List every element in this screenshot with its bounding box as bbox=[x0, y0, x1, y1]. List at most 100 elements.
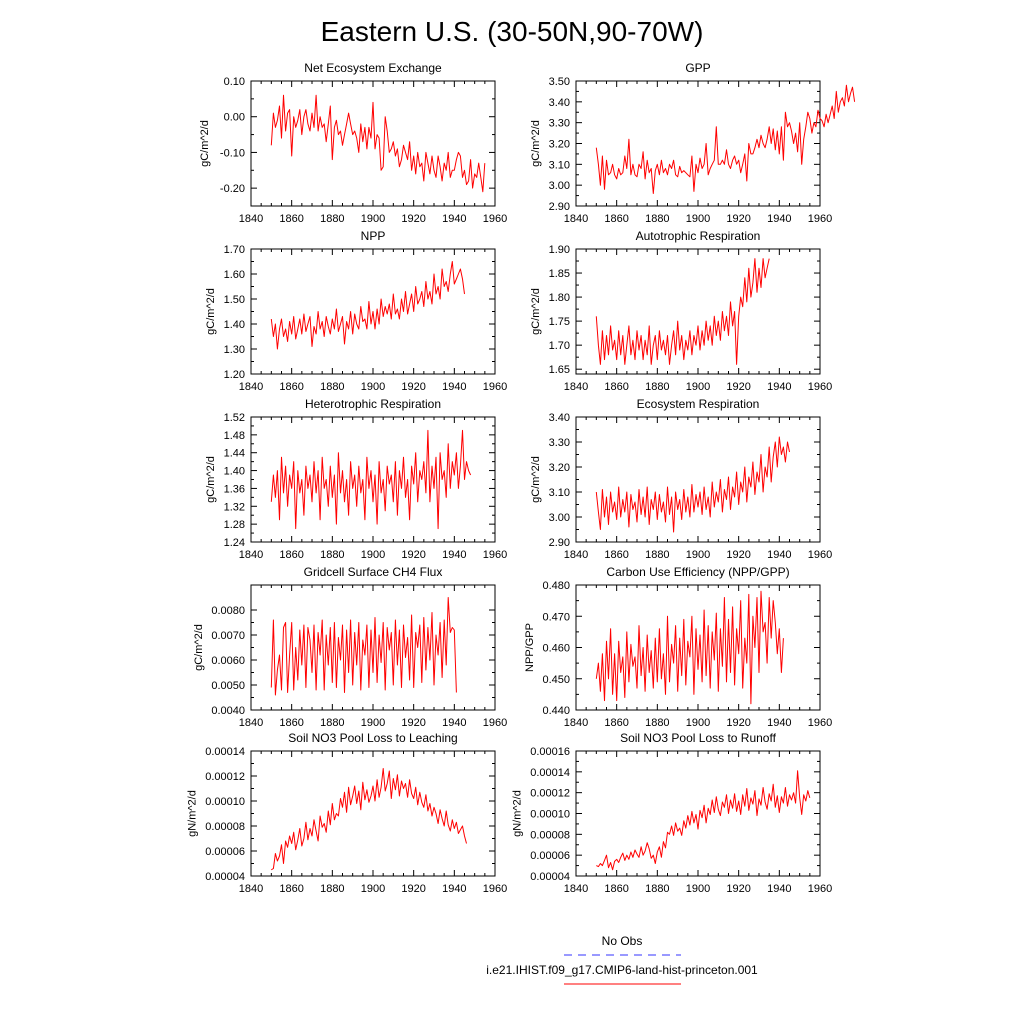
chart-panel: Soil NO3 Pool Loss to Leaching 1840 1860 18… bbox=[187, 731, 508, 895]
y-tick-label: 1.44 bbox=[224, 448, 245, 460]
plot-frame bbox=[575, 248, 821, 375]
chart-title: GPP bbox=[685, 61, 710, 75]
y-tick-label: 1.32 bbox=[224, 501, 245, 513]
y-tick-label: 3.40 bbox=[549, 412, 570, 424]
y-tick-label: 0.00004 bbox=[205, 871, 245, 883]
y-tick-label: 1.36 bbox=[224, 483, 245, 495]
x-tick-label: 1960 bbox=[483, 213, 507, 225]
plot-frame bbox=[575, 416, 821, 543]
x-tick-label: 1880 bbox=[645, 717, 669, 729]
x-tick-label: 1840 bbox=[239, 213, 263, 225]
x-tick-label: 1880 bbox=[320, 549, 344, 561]
series-line bbox=[596, 770, 811, 871]
x-tick-label: 1900 bbox=[361, 717, 385, 729]
y-tick-label: 3.10 bbox=[549, 487, 570, 499]
x-tick-label: 1960 bbox=[483, 549, 507, 561]
chart-title: Heterotrophic Respiration bbox=[305, 397, 441, 411]
y-tick-label: 1.40 bbox=[224, 319, 245, 331]
x-tick-label: 1880 bbox=[645, 883, 669, 895]
chart-panel: Ecosystem Respiration 1840 1860 1880 1900 192… bbox=[530, 397, 832, 561]
chart-title: Soil NO3 Pool Loss to Runoff bbox=[620, 731, 777, 745]
y-tick-label: 0.00004 bbox=[530, 871, 570, 883]
chart-panel: Gridcell Surface CH4 Flux 1840 1860 1880 190… bbox=[193, 565, 507, 729]
y-tick-label: -0.20 bbox=[220, 183, 245, 195]
x-tick-label: 1940 bbox=[767, 381, 791, 393]
x-tick-label: 1960 bbox=[808, 717, 832, 729]
y-tick-label: 0.00012 bbox=[205, 771, 245, 783]
y-tick-label: 1.52 bbox=[224, 412, 245, 424]
x-tick-label: 1920 bbox=[726, 381, 750, 393]
x-tick-label: 1940 bbox=[767, 549, 791, 561]
x-tick-label: 1940 bbox=[767, 883, 791, 895]
chart-title: NPP bbox=[361, 229, 386, 243]
y-tick-label: 0.00010 bbox=[530, 809, 570, 821]
chart-title: Ecosystem Respiration bbox=[637, 397, 760, 411]
x-tick-label: 1840 bbox=[239, 549, 263, 561]
x-tick-label: 1940 bbox=[767, 717, 791, 729]
chart-panel: Carbon Use Efficiency (NPP/GPP) 1840 1860 1… bbox=[524, 565, 832, 729]
chart-title: Carbon Use Efficiency (NPP/GPP) bbox=[606, 565, 789, 579]
x-tick-label: 1900 bbox=[361, 213, 385, 225]
y-axis-label: gC/m^2/d bbox=[530, 456, 542, 503]
y-tick-label: 3.50 bbox=[549, 76, 570, 88]
y-tick-label: 0.0070 bbox=[211, 630, 245, 642]
x-tick-label: 1880 bbox=[320, 213, 344, 225]
x-tick-label: 1920 bbox=[726, 717, 750, 729]
x-tick-label: 1860 bbox=[279, 717, 303, 729]
chart-panel: Heterotrophic Respiration 1840 1860 1880 190… bbox=[205, 397, 507, 561]
series-line bbox=[270, 94, 486, 193]
plot-frame bbox=[250, 750, 496, 877]
x-tick-label: 1920 bbox=[401, 213, 425, 225]
x-tick-label: 1860 bbox=[604, 883, 628, 895]
x-tick-label: 1840 bbox=[564, 213, 588, 225]
x-tick-label: 1840 bbox=[239, 883, 263, 895]
y-tick-label: 0.10 bbox=[224, 76, 245, 88]
x-tick-label: 1940 bbox=[442, 717, 466, 729]
y-axis-label: gC/m^2/d bbox=[530, 120, 542, 167]
x-tick-label: 1900 bbox=[686, 883, 710, 895]
chart-title: Autotrophic Respiration bbox=[636, 229, 761, 243]
x-tick-label: 1960 bbox=[808, 549, 832, 561]
y-tick-label: 0.470 bbox=[542, 611, 570, 623]
series-line bbox=[595, 436, 790, 533]
x-tick-label: 1960 bbox=[808, 883, 832, 895]
x-tick-label: 1900 bbox=[686, 213, 710, 225]
y-tick-label: 0.00006 bbox=[530, 850, 570, 862]
series-line bbox=[270, 597, 457, 696]
x-tick-label: 1960 bbox=[808, 213, 832, 225]
chart-panel: Soil NO3 Pool Loss to Runoff 1840 1860 1880… bbox=[512, 731, 833, 895]
y-tick-label: 3.00 bbox=[549, 180, 570, 192]
y-tick-label: 1.70 bbox=[224, 244, 245, 256]
x-tick-label: 1960 bbox=[483, 717, 507, 729]
x-tick-label: 1940 bbox=[767, 213, 791, 225]
x-tick-label: 1900 bbox=[361, 549, 385, 561]
x-tick-label: 1940 bbox=[442, 381, 466, 393]
y-tick-label: 1.85 bbox=[549, 268, 570, 280]
series-line bbox=[595, 84, 856, 194]
y-tick-label: 1.28 bbox=[224, 519, 245, 531]
y-tick-label: 0.0060 bbox=[211, 655, 245, 667]
legend-label-no-obs: No Obs bbox=[602, 934, 643, 948]
x-tick-label: 1960 bbox=[808, 381, 832, 393]
y-tick-label: -0.10 bbox=[220, 147, 245, 159]
y-tick-label: 1.30 bbox=[224, 344, 245, 356]
y-tick-label: 1.48 bbox=[224, 430, 245, 442]
x-tick-label: 1860 bbox=[604, 717, 628, 729]
x-tick-label: 1840 bbox=[564, 717, 588, 729]
chart-panel: GPP 1840 1860 1880 1900 1920 1940 1960 2.90 3.00 3… bbox=[530, 61, 856, 225]
x-tick-label: 1880 bbox=[645, 381, 669, 393]
y-tick-label: 0.00010 bbox=[205, 796, 245, 808]
y-axis-label: gC/m^2/d bbox=[205, 288, 217, 335]
y-axis-label: gC/m^2/d bbox=[205, 456, 217, 503]
x-tick-label: 1900 bbox=[686, 717, 710, 729]
y-tick-label: 1.24 bbox=[224, 537, 245, 549]
y-tick-label: 0.0080 bbox=[211, 605, 245, 617]
series-line bbox=[270, 429, 472, 530]
y-tick-label: 1.40 bbox=[224, 466, 245, 478]
x-tick-label: 1880 bbox=[320, 883, 344, 895]
x-tick-label: 1880 bbox=[320, 717, 344, 729]
x-tick-label: 1840 bbox=[239, 381, 263, 393]
x-tick-label: 1940 bbox=[442, 883, 466, 895]
y-axis-label: gN/m^2/d bbox=[512, 790, 524, 837]
x-tick-label: 1920 bbox=[401, 549, 425, 561]
